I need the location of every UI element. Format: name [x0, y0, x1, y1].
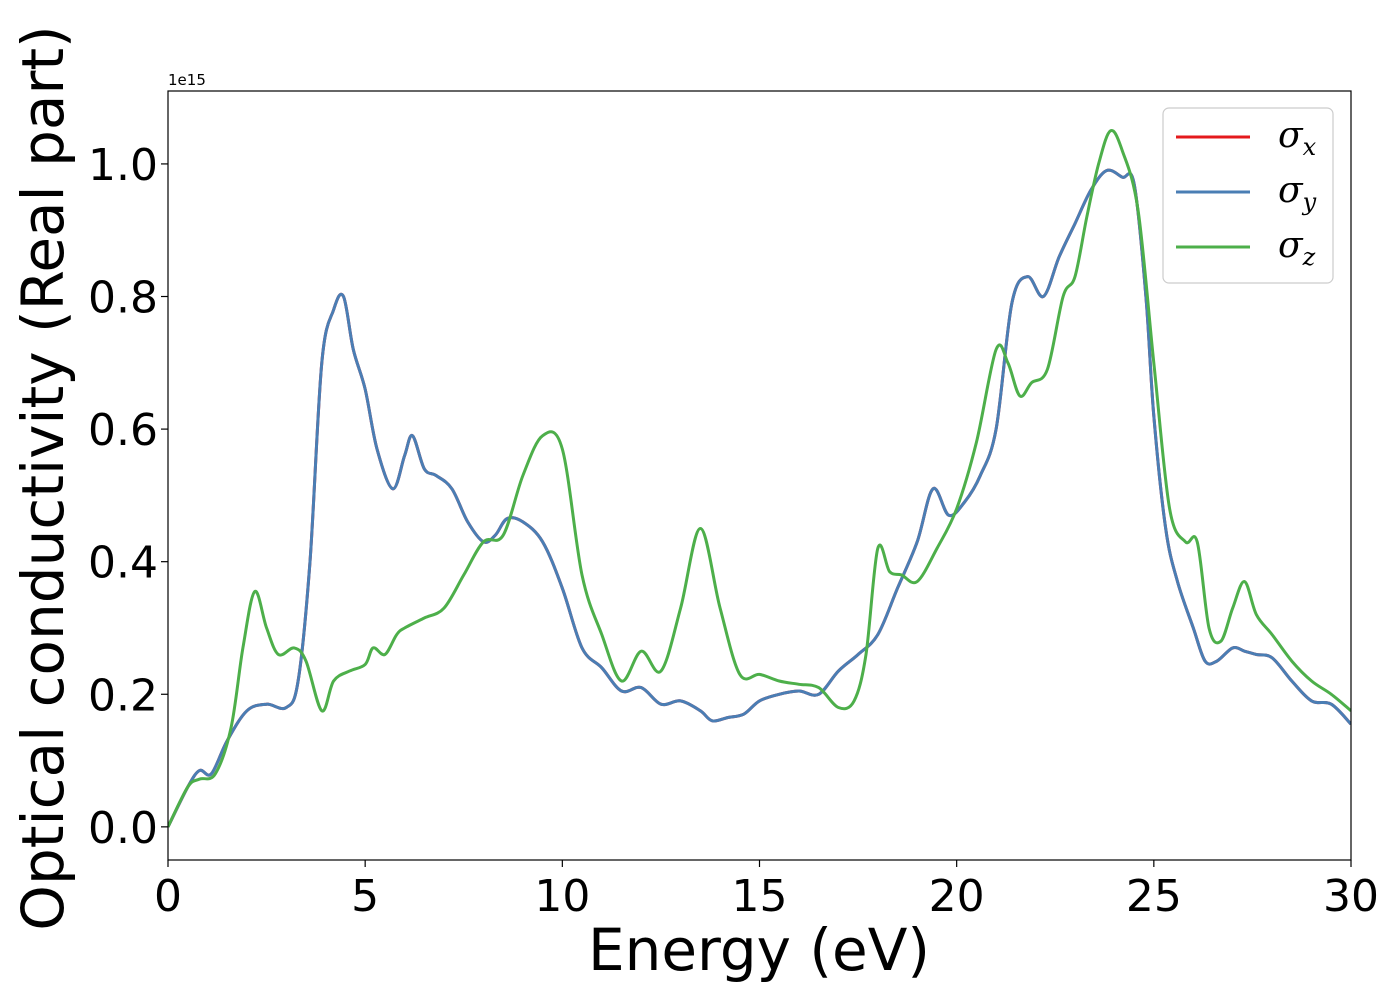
y-axis-title: Optical conductivity (Real part) — [9, 25, 77, 930]
x-tick-label: 15 — [732, 871, 788, 922]
y-axis-offset-label: 1e15 — [168, 71, 206, 89]
legend-label-z: σz — [1278, 225, 1316, 271]
y-tick-label: 0.8 — [88, 273, 158, 324]
y-axis: 0.0 0.2 0.4 0.6 0.8 1.0 — [88, 140, 168, 854]
legend-box — [1162, 107, 1334, 284]
y-tick-label: 1.0 — [88, 140, 158, 191]
x-tick-label: 20 — [929, 871, 985, 922]
series-line-z — [168, 129, 1351, 828]
x-axis: 0 5 10 15 20 25 30 — [154, 860, 1379, 922]
y-tick-label: 0.0 — [88, 803, 158, 854]
y-tick-label: 0.4 — [88, 538, 158, 589]
x-tick-label: 5 — [351, 871, 379, 922]
legend-label-y: σy — [1278, 170, 1317, 216]
x-tick-label: 10 — [534, 871, 590, 922]
x-axis-title: Energy (eV) — [588, 916, 930, 984]
legend-label-x: σx — [1278, 115, 1317, 161]
y-tick-label: 0.2 — [88, 670, 158, 721]
x-tick-label: 30 — [1323, 871, 1379, 922]
legend: σx σy σz — [1162, 107, 1334, 284]
y-tick-label: 0.6 — [88, 405, 158, 456]
x-tick-label: 25 — [1126, 871, 1182, 922]
series-line-y — [168, 168, 1351, 828]
x-tick-label: 0 — [154, 871, 182, 922]
